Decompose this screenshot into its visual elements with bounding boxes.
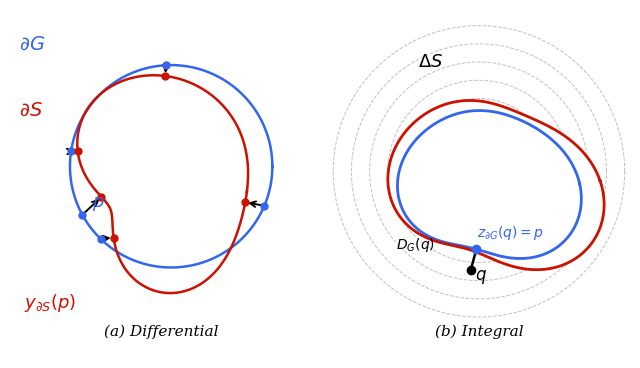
Text: $y_{\partial S}(p)$: $y_{\partial S}(p)$ bbox=[24, 292, 76, 314]
Text: (a) Differential: (a) Differential bbox=[104, 325, 218, 339]
Text: $p$: $p$ bbox=[92, 195, 105, 213]
Text: (b) Integral: (b) Integral bbox=[435, 325, 524, 339]
Text: $\partial G$: $\partial G$ bbox=[19, 36, 45, 54]
Text: $D_G(q)$: $D_G(q)$ bbox=[396, 236, 435, 254]
Text: $\partial S$: $\partial S$ bbox=[19, 102, 43, 120]
Text: $\Delta S$: $\Delta S$ bbox=[418, 53, 444, 71]
Polygon shape bbox=[388, 100, 604, 270]
Text: $z_{\partial G}(q) = p$: $z_{\partial G}(q) = p$ bbox=[477, 224, 544, 242]
Text: $q$: $q$ bbox=[475, 268, 487, 286]
Polygon shape bbox=[397, 110, 581, 258]
